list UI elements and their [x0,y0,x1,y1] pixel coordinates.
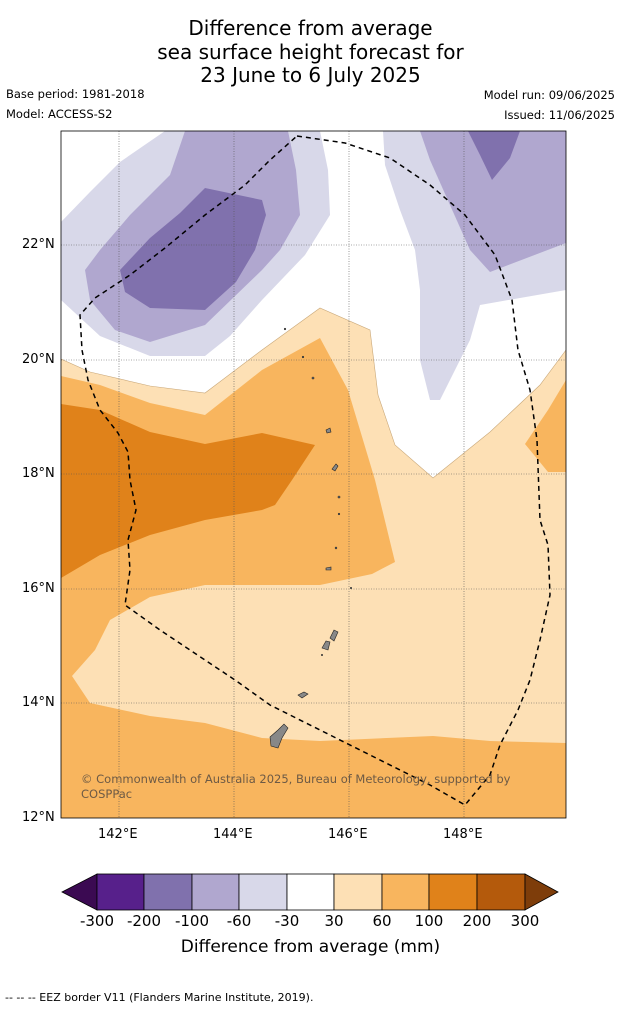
island-tinian [321,640,331,651]
island-aguijan [320,653,323,656]
lon-label-148e: 148°E [443,827,483,842]
colorbar-label: 200 [462,912,492,930]
island-pagan [331,463,339,472]
island-maug [301,355,305,359]
colorbar-label: 100 [414,912,444,930]
island-saipan [329,629,339,642]
lat-label-18n: 18°N [22,466,55,481]
colorbar-bin-5 [286,873,335,911]
colorbar-bin-3 [191,873,240,911]
colorbar-bin-7 [381,873,430,911]
lon-label-146e: 146°E [328,827,368,842]
contour-minus100-minus200-west [120,188,266,310]
colorbar-bin-6 [333,873,383,911]
colorbar-label: 300 [510,912,540,930]
island-guguan [337,512,341,516]
eez-legend: -- -- -- EEZ border V11 (Flanders Marine… [5,991,314,1004]
colorbar-label: -100 [174,912,210,930]
contour-minus60-minus100-east [420,131,566,272]
issued-date: Issued: 11/06/2025 [504,108,615,122]
colorbar-bin-4 [238,873,288,911]
contour-100-200 [61,404,315,578]
title-line-2: sea surface height forecast for [157,40,464,64]
island-guam [269,723,289,749]
colorbar-label: -30 [274,912,300,930]
title-line-3: 23 June to 6 July 2025 [200,63,421,87]
island-agrihan [325,427,332,434]
colorbar-high-arrow [524,873,559,911]
model-name: Model: ACCESS-S2 [6,107,113,121]
map-frame [60,130,567,819]
island-farallon [349,586,352,589]
colorbar-label: -60 [226,912,252,930]
lat-label-20n: 20°N [22,352,55,367]
base-period: Base period: 1981-2018 [6,87,145,101]
graticule [61,131,566,818]
colorbar [61,873,559,911]
model-run: Model run: 09/06/2025 [483,88,615,102]
copyright-notice: © Commonwealth of Australia 2025, Bureau… [81,772,511,801]
islands [269,327,352,749]
lon-label-142e: 142°E [98,827,138,842]
island-rota [297,691,309,699]
contour-60-100-east [525,380,566,472]
colorbar-label: -200 [126,912,162,930]
island-sarigan [334,546,338,550]
island-uracas [283,327,287,331]
lat-label-14n: 14°N [22,695,55,710]
island-alamagan [337,495,341,499]
colorbar-low-arrow [61,873,98,911]
lat-label-16n: 16°N [22,581,55,596]
island-anatahan [325,566,332,571]
eez-border [79,135,551,806]
colorbar-bin-2 [143,873,193,911]
colorbar-label: 30 [324,912,344,930]
lat-label-12n: 12°N [22,810,55,825]
island-asuncion [311,376,315,380]
colorbar-label: -300 [79,912,115,930]
lat-label-22n: 22°N [22,237,55,252]
colorbar-bin-8 [428,873,478,911]
title-line-1: Difference from average [188,16,433,40]
colorbar-title: Difference from average (mm) [180,937,441,957]
colorbar-bin-1 [96,873,145,911]
colorbar-label: 60 [372,912,392,930]
lon-label-144e: 144°E [213,827,253,842]
colorbar-bin-9 [476,873,526,911]
contour-minus100-minus200-east [468,131,520,180]
map-area [61,131,566,818]
